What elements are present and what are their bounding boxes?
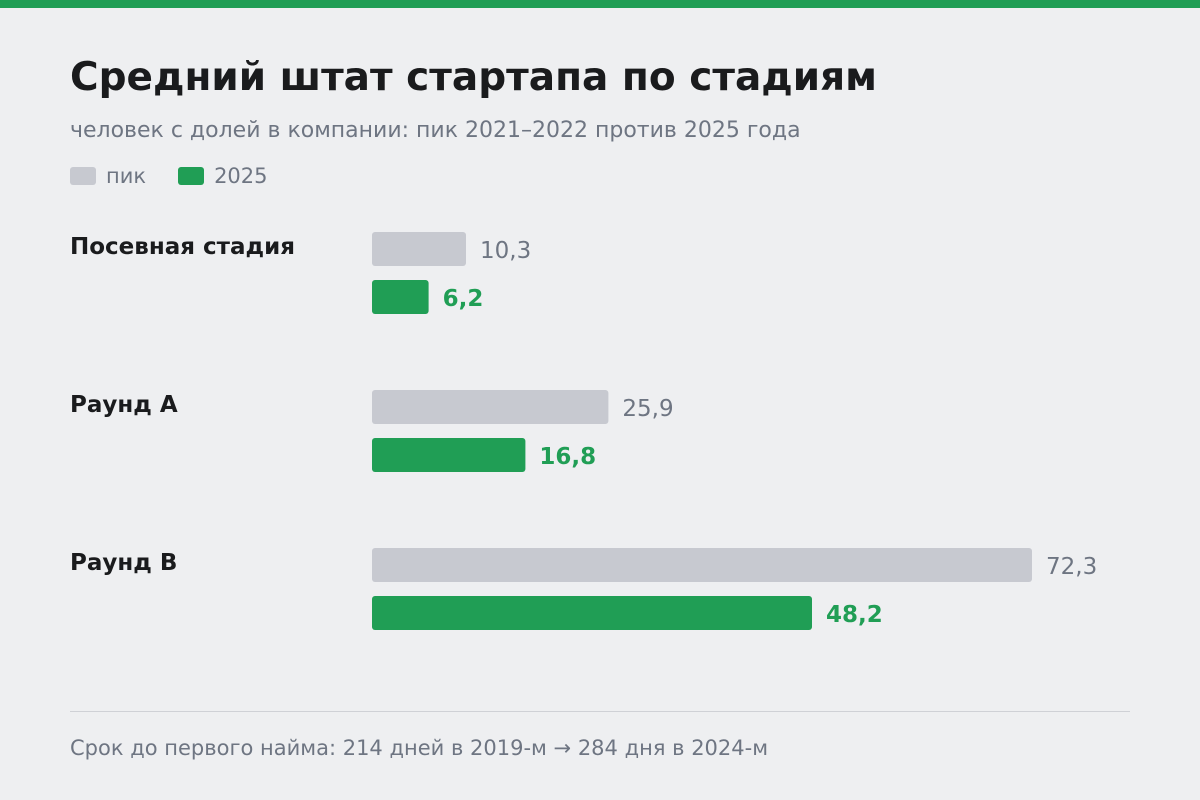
value-label-2025: 6,2 bbox=[443, 286, 484, 312]
chart-title: Средний штат стартапа по стадиям bbox=[70, 55, 878, 100]
legend-item-2025: 2025 bbox=[178, 164, 268, 188]
legend-label-peak: пик bbox=[106, 164, 147, 188]
value-label-peak: 10,3 bbox=[480, 238, 531, 264]
bar-peak bbox=[372, 390, 609, 424]
legend-swatch-2025 bbox=[178, 167, 205, 185]
bar-peak bbox=[372, 232, 466, 266]
bar-2025 bbox=[372, 596, 812, 630]
bar-2025 bbox=[372, 438, 526, 472]
legend-swatch-peak bbox=[70, 167, 96, 185]
bar-group: Раунд A 25,9 16,8 bbox=[70, 390, 674, 472]
bar-peak bbox=[372, 548, 1032, 582]
chart-subtitle: человек с долей в компании: пик 2021–202… bbox=[70, 118, 801, 143]
legend-label-2025: 2025 bbox=[214, 164, 268, 188]
footnote: Срок до первого найма: 214 дней в 2019-м… bbox=[70, 736, 769, 760]
value-label-peak: 72,3 bbox=[1046, 554, 1097, 580]
bar-group: Раунд B 72,3 48,2 bbox=[70, 548, 1097, 630]
category-label: Раунд B bbox=[70, 550, 177, 576]
category-label: Раунд A bbox=[70, 392, 178, 418]
legend-item-peak: пик bbox=[70, 164, 146, 188]
top-accent-bar bbox=[0, 0, 1200, 8]
bar-group: Посевная стадия 10,3 6,2 bbox=[70, 232, 531, 314]
value-label-2025: 16,8 bbox=[539, 444, 596, 470]
bar-2025 bbox=[372, 280, 429, 314]
category-label: Посевная стадия bbox=[70, 234, 295, 260]
value-label-2025: 48,2 bbox=[826, 602, 883, 628]
footer-divider bbox=[70, 711, 1130, 712]
legend: пик 2025 bbox=[70, 164, 300, 188]
value-label-peak: 25,9 bbox=[622, 396, 673, 422]
